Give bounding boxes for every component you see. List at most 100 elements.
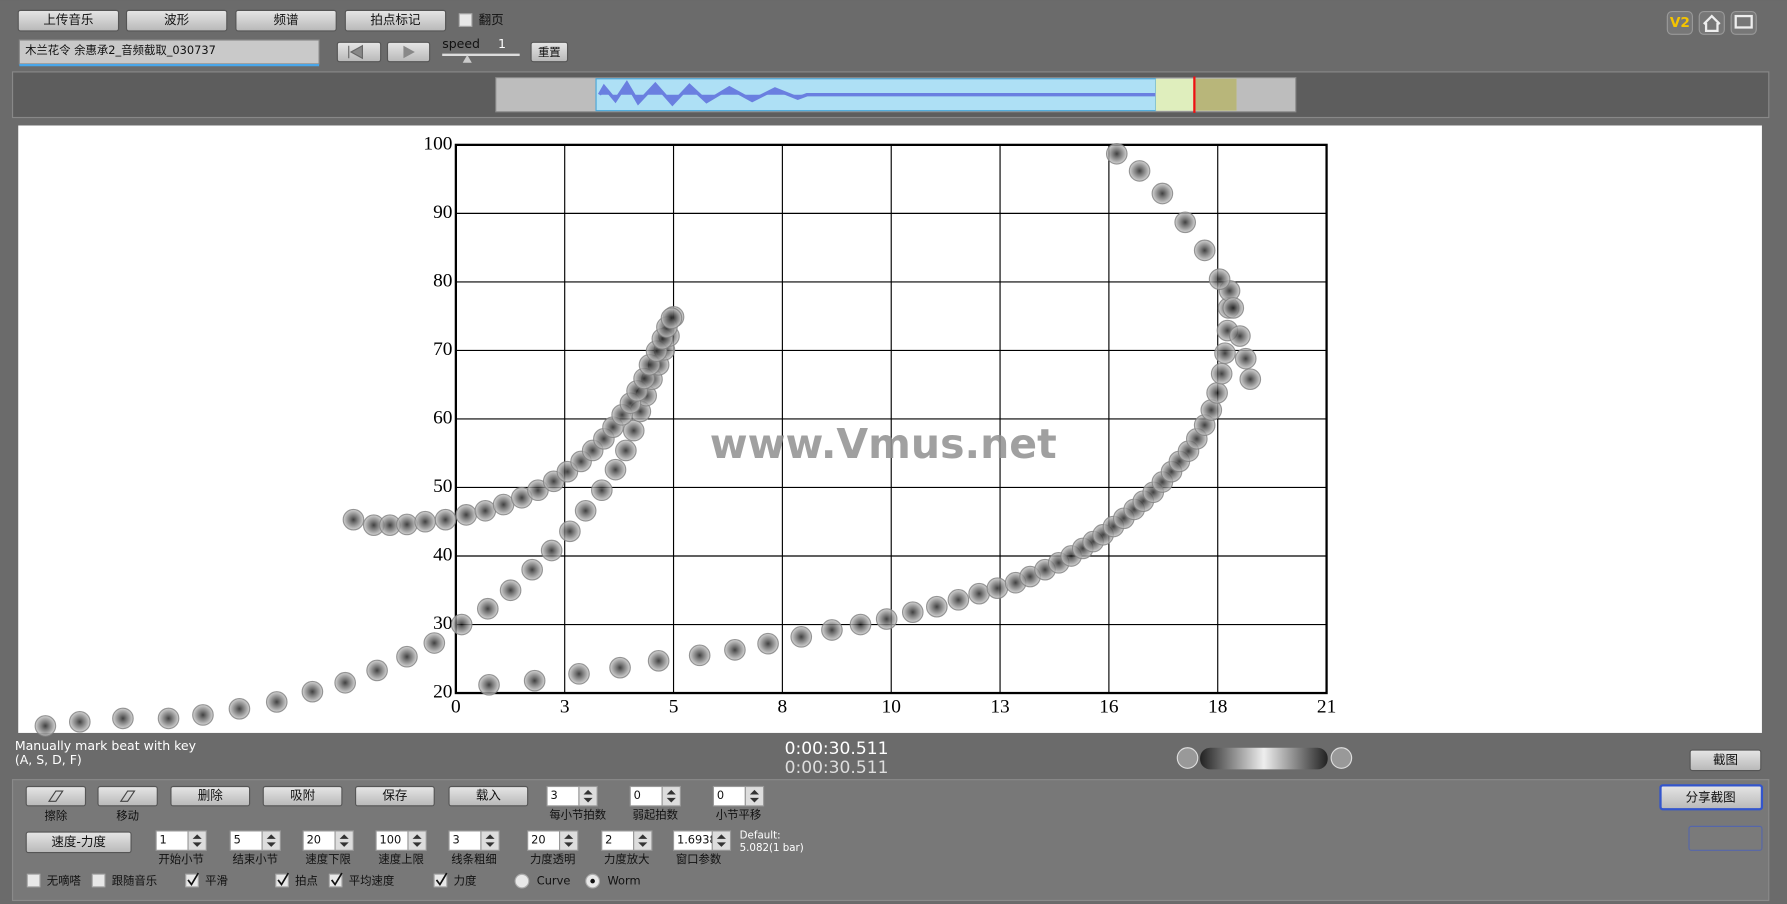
worm-point (157, 707, 180, 730)
range-field-arrows[interactable] (633, 830, 653, 851)
tool-icon (119, 790, 136, 802)
range-field-arrow (339, 834, 349, 847)
screenshot-button[interactable] (1689, 749, 1762, 772)
worm-point (615, 439, 637, 462)
tool-icon (47, 790, 64, 802)
range-field-arrows[interactable] (711, 830, 732, 851)
worm-point (1210, 362, 1233, 385)
tool-button[interactable] (97, 785, 158, 807)
gauge[interactable] (1200, 747, 1328, 770)
gauge-left[interactable] (1176, 747, 1199, 769)
watermark: www.Vmus.net (710, 420, 1057, 468)
worm-point (559, 520, 581, 543)
worm-point (688, 644, 711, 667)
range-field-arrows[interactable] (187, 830, 207, 851)
toolbar-button[interactable] (344, 9, 447, 32)
worm-point (492, 493, 515, 516)
range-field-label: 开始小节 (158, 852, 203, 866)
worm-point (1174, 211, 1197, 234)
speed-label: speed (442, 36, 480, 51)
beat-field-arrow (749, 789, 760, 803)
worm-point (450, 613, 473, 636)
tool-label: 擦除 (44, 809, 67, 823)
range-field-value: 3 (452, 833, 459, 847)
option-checkbox[interactable] (91, 873, 106, 888)
range-field-arrows[interactable] (407, 830, 427, 851)
beat-field-label: 弱起拍数 (633, 807, 679, 821)
y-tick-label: 30 (433, 613, 452, 634)
speed-value: 1 (498, 36, 506, 51)
option-checkbox-check (435, 872, 448, 887)
worm-point (68, 710, 91, 733)
toolbar-button[interactable] (17, 9, 120, 32)
y-tick-label: 20 (433, 681, 452, 702)
x-tick-label: 0 (451, 696, 461, 717)
toolbar-button[interactable] (235, 9, 337, 32)
action-button[interactable] (355, 785, 435, 807)
time-total: 0:00:30.511 (785, 758, 889, 778)
worm-point (1208, 268, 1231, 290)
prev-icon (348, 44, 363, 60)
beat-field-arrows[interactable] (578, 785, 598, 807)
option-checkbox[interactable] (26, 873, 41, 888)
x-tick-label: 13 (990, 696, 1009, 717)
tool-button[interactable] (25, 785, 87, 807)
worm-point (724, 639, 746, 661)
worm-point (414, 510, 437, 533)
y-tick-label: 60 (433, 407, 452, 428)
page-turn-checkbox[interactable] (458, 13, 473, 27)
share-button[interactable] (1659, 784, 1764, 811)
worm-point (926, 595, 948, 618)
action-button[interactable] (448, 785, 529, 807)
x-tick-label: 21 (1317, 696, 1336, 717)
radio[interactable] (514, 873, 530, 889)
page-turn-label: 翻页 (479, 12, 504, 27)
mode-button[interactable] (25, 831, 132, 854)
reset-button[interactable] (530, 41, 569, 63)
worm-point (478, 673, 500, 696)
range-field-label: 速度下限 (305, 852, 351, 866)
worm-point (1193, 239, 1216, 262)
range-field-arrow (638, 834, 648, 847)
gauge-right[interactable] (1330, 747, 1353, 769)
worm-point (622, 419, 645, 442)
option-checkbox-check (277, 872, 290, 887)
action-button-label: 载入 (476, 788, 502, 803)
option-label: 跟随音乐 (112, 874, 158, 888)
worm-point (1128, 160, 1151, 182)
version-icon[interactable] (1666, 10, 1693, 35)
worm-point (499, 579, 522, 602)
worm-point (947, 589, 970, 611)
beat-field-arrows[interactable] (744, 785, 765, 807)
x-tick-label: 18 (1208, 696, 1227, 717)
action-button[interactable] (170, 785, 251, 807)
beat-field-arrows[interactable] (661, 785, 681, 807)
option-label: 平滑 (205, 874, 228, 888)
x-tick-label: 3 (560, 696, 570, 717)
action-button[interactable] (262, 785, 343, 807)
worm-point (604, 458, 627, 481)
range-field-arrow (716, 834, 726, 847)
speed-thumb[interactable] (462, 54, 472, 63)
worm-point (590, 479, 613, 502)
default-note: Default: (740, 829, 781, 841)
action-button-label: 吸附 (290, 788, 316, 803)
range-field-value: 100 (380, 833, 402, 847)
toolbar-button[interactable] (125, 9, 228, 32)
beat-field-value: 0 (634, 788, 641, 802)
range-field-arrows[interactable] (480, 830, 500, 851)
worm-point (1239, 368, 1262, 391)
range-field-value: 1 (160, 833, 167, 847)
radio-label: Worm (607, 874, 640, 888)
toolbar-button-label: 频谱 (274, 12, 300, 27)
range-field-arrows[interactable] (334, 830, 354, 851)
worm-point (1214, 342, 1236, 364)
worm-point (875, 608, 898, 630)
worm-point (574, 499, 597, 522)
worm-point (423, 632, 446, 654)
tool-label: 移动 (116, 809, 139, 823)
range-field-arrows[interactable] (261, 830, 281, 851)
range-field-value: 20 (307, 833, 321, 847)
range-field-arrows[interactable] (559, 830, 579, 851)
beat-field-arrow (666, 789, 676, 803)
